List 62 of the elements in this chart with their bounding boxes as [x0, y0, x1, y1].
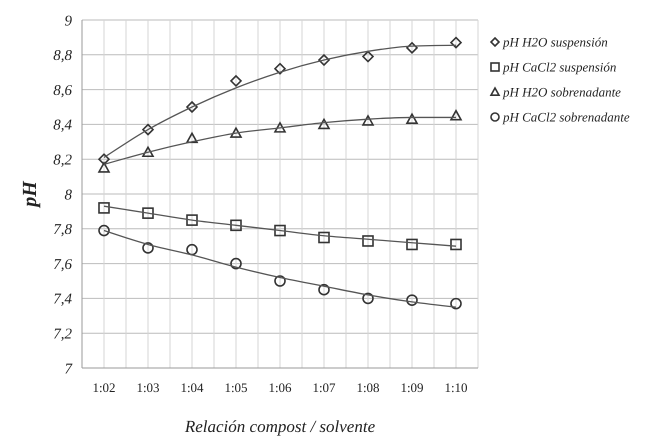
point: [318, 284, 330, 296]
point: [362, 50, 374, 62]
point: [274, 224, 286, 236]
legend-label: pH CaCl2 sobrenadante: [502, 110, 630, 125]
x-tick-label: 1:10: [444, 380, 468, 395]
point: [362, 115, 374, 126]
point: [230, 75, 242, 87]
x-tick-label: 1:09: [400, 380, 424, 395]
point: [406, 113, 418, 124]
y-tick-label: 7,8: [53, 222, 72, 238]
point: [230, 220, 242, 232]
x-axis-title: Relación compost / solvente: [184, 417, 376, 436]
x-tick-label: 1:02: [92, 380, 116, 395]
legend-label: pH H2O suspensión: [502, 34, 608, 50]
x-tick-label: 1:06: [268, 380, 292, 395]
point: [274, 275, 286, 287]
y-axis-title: pH: [19, 180, 41, 209]
y-tick-label: 7,6: [53, 256, 72, 273]
point: [98, 202, 110, 214]
point: [186, 214, 198, 226]
x-tick-label: 1:07: [312, 380, 336, 395]
point: [98, 224, 110, 236]
point: [142, 207, 154, 219]
point: [98, 153, 110, 165]
point: [406, 238, 418, 250]
point: [142, 242, 154, 254]
x-tick-label: 1:03: [136, 380, 160, 395]
point: [98, 162, 110, 173]
point: [186, 132, 198, 144]
point: [274, 62, 286, 75]
point: [450, 110, 462, 120]
point: [318, 232, 330, 244]
point: [450, 36, 462, 48]
y-tick-label: 7,2: [53, 326, 72, 342]
point: [230, 127, 242, 138]
point: [362, 292, 374, 304]
x-tick-label: 1:04: [180, 380, 204, 395]
y-tick-label: 8,8: [53, 48, 72, 64]
y-tick-label: 8,4: [53, 118, 72, 134]
point: [274, 122, 286, 133]
y-tick-label: 7,4: [53, 292, 72, 308]
point: [450, 298, 462, 310]
y-tick-label: 7: [64, 361, 74, 378]
point: [186, 101, 198, 113]
x-tick-label: 1:08: [356, 380, 380, 395]
point: [142, 146, 154, 158]
x-tick-label: 1:05: [224, 380, 248, 395]
point: [142, 124, 154, 136]
point: [450, 238, 462, 250]
y-tick-label: 8,6: [53, 82, 72, 99]
legend-label: pH H2O sobrenadante: [502, 84, 622, 100]
point: [230, 258, 242, 270]
point: [406, 294, 418, 306]
y-tick-label: 9: [64, 13, 72, 30]
point: [318, 54, 330, 66]
y-tick-label: 8,2: [53, 152, 72, 168]
y-tick-label: 8: [64, 187, 72, 204]
point: [186, 244, 198, 256]
point: [362, 235, 374, 247]
point: [406, 42, 418, 54]
point: [318, 118, 330, 130]
legend-label: pH CaCl2 suspensión: [502, 60, 616, 75]
